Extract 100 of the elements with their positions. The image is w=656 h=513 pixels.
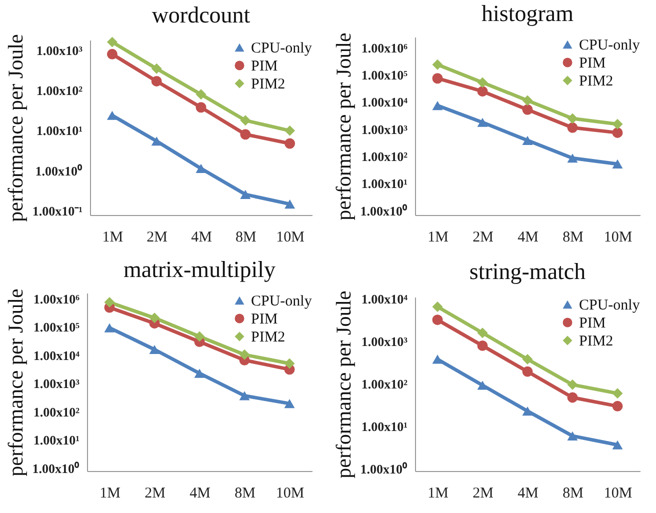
y-tick-label: 1.00x10¹	[33, 432, 80, 448]
point	[284, 399, 295, 408]
point	[240, 129, 251, 140]
y-axis-title: performance per Joule	[3, 288, 28, 476]
point	[194, 331, 205, 342]
x-tick-label: 8M	[235, 230, 256, 246]
y-tick-label: 1.00x10¹	[361, 418, 408, 434]
chart-title: string-match	[469, 259, 586, 284]
point	[240, 115, 251, 126]
y-tick-label: 1.00x10¹	[361, 176, 408, 192]
point	[477, 328, 488, 338]
y-tick-label: 1.00x10²	[36, 82, 83, 98]
point	[194, 368, 205, 378]
chart-title: matrix-multipily	[123, 257, 276, 282]
x-tick-label: 8M	[234, 486, 256, 502]
legend-label: PIM2	[251, 76, 286, 92]
point	[522, 406, 533, 416]
point	[151, 136, 162, 146]
point	[196, 89, 206, 100]
point	[612, 440, 623, 450]
point	[106, 36, 118, 48]
x-tick-label: 1M	[428, 230, 448, 246]
point	[567, 431, 578, 440]
point	[104, 323, 115, 332]
y-tick-label: 1.00x10²	[361, 376, 408, 392]
x-tick-label: 10M	[276, 486, 304, 502]
point	[239, 349, 250, 360]
y-tick-label: 1.00x10²	[361, 148, 408, 164]
x-tick-label: 1M	[428, 486, 448, 502]
x-tick-label: 4M	[518, 230, 538, 246]
y-axis-title: performance per Joule	[331, 32, 356, 220]
y-tick-label: 1.00x10⁰	[35, 163, 82, 178]
point	[522, 136, 533, 145]
x-tick-label: 1M	[102, 230, 124, 246]
chart-title: histogram	[482, 1, 574, 26]
legend-label: PIM	[251, 58, 278, 74]
point	[196, 102, 206, 113]
point	[612, 388, 623, 399]
point	[284, 138, 296, 149]
x-tick-label: 10M	[604, 486, 632, 502]
y-axis-title: performance per Joule	[331, 290, 356, 478]
legend-label: PIM2	[579, 334, 614, 350]
y-tick-label: 1.00x10⁴	[33, 348, 80, 363]
y-tick-label: 1.00x10³	[361, 122, 408, 137]
point	[284, 358, 295, 369]
y-tick-label: 1.00x10⁵	[33, 320, 80, 335]
point	[477, 118, 488, 127]
x-tick-label: 4M	[518, 486, 538, 502]
point	[567, 122, 578, 133]
y-tick-label: 1.00x10⁶	[33, 291, 80, 306]
y-tick-label: 1.00x10⁴	[361, 94, 408, 110]
point	[522, 104, 533, 115]
chart-title: wordcount	[152, 2, 251, 28]
point	[151, 76, 162, 86]
point	[284, 125, 296, 136]
y-tick-label: 1.00x10⁵	[361, 67, 408, 82]
x-tick-label: 8M	[562, 230, 584, 246]
legend-label: CPU-only	[251, 40, 312, 56]
point	[149, 344, 160, 354]
y-tick-label: 1.00x10³	[361, 334, 408, 349]
point	[432, 301, 443, 312]
point	[240, 190, 251, 199]
y-tick-label: 1.00x10⁰	[32, 460, 80, 476]
x-tick-label: 2M	[472, 486, 494, 502]
y-tick-label: 1.00x10⁻¹	[32, 204, 83, 219]
legend-label: CPU-only	[579, 298, 640, 314]
point	[567, 392, 578, 403]
point	[612, 159, 623, 168]
x-tick-label: 8M	[562, 486, 584, 502]
y-tick-label: 1.00x10³	[36, 42, 83, 58]
x-tick-label: 2M	[146, 230, 168, 246]
y-tick-label: 1.00x10⁴	[361, 291, 408, 306]
point	[432, 73, 443, 84]
point	[432, 100, 443, 110]
point	[522, 95, 533, 106]
point	[196, 164, 206, 173]
x-tick-label: 4M	[191, 230, 212, 246]
point	[477, 86, 488, 97]
point	[284, 199, 296, 209]
legend-label: PIM	[579, 56, 606, 72]
point	[567, 113, 578, 124]
y-tick-label: 1.00x10³	[33, 376, 80, 392]
y-tick-label: 1.00x10²	[33, 404, 80, 420]
point	[477, 380, 488, 390]
legend-label: CPU-only	[579, 38, 640, 54]
point	[612, 127, 623, 138]
point	[432, 354, 443, 364]
point	[151, 63, 162, 74]
point	[149, 312, 160, 324]
y-tick-label: 1.00x10¹	[36, 123, 83, 138]
y-tick-label: 1.00x10⁰	[360, 203, 408, 218]
point	[522, 354, 533, 364]
y-axis-title: performance per Joule	[3, 34, 28, 222]
point	[104, 297, 115, 308]
point	[612, 400, 623, 412]
x-tick-label: 10M	[276, 230, 304, 246]
y-tick-label: 1.00x10⁶	[361, 40, 408, 56]
legend-label: PIM	[251, 312, 278, 328]
x-tick-label: 10M	[604, 230, 632, 246]
point	[612, 118, 623, 130]
